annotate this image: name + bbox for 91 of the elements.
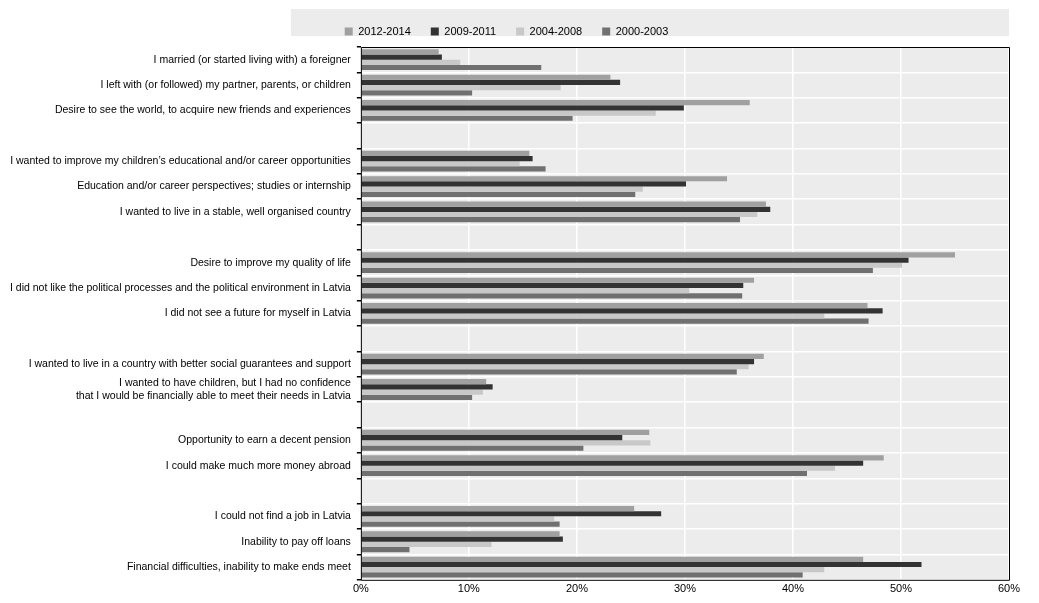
y-tick-label: I did not see a future for myself in Latvia bbox=[164, 306, 352, 319]
bar bbox=[361, 379, 487, 385]
bar bbox=[361, 531, 560, 537]
bar bbox=[361, 389, 483, 395]
bar bbox=[361, 211, 758, 218]
bar bbox=[361, 435, 623, 441]
bar bbox=[361, 561, 922, 568]
bar bbox=[361, 429, 650, 436]
y-tick-label: Desire to see the world, to acquire new friends and experiences bbox=[54, 103, 351, 116]
y-tick-label: I could not find a job in Latvia bbox=[214, 509, 352, 522]
bar bbox=[361, 176, 728, 182]
y-tick-label: I married (or started living with) a foreigner bbox=[153, 52, 352, 65]
bar bbox=[361, 79, 621, 86]
bar bbox=[361, 308, 883, 314]
bar bbox=[361, 313, 825, 319]
bar bbox=[361, 161, 520, 167]
bar bbox=[361, 64, 542, 71]
bar bbox=[361, 293, 743, 299]
bar bbox=[361, 115, 573, 121]
bar bbox=[361, 288, 690, 294]
bar bbox=[361, 201, 766, 207]
bar bbox=[361, 516, 555, 522]
y-tick-label: Desire to improve my quality of life bbox=[190, 255, 352, 268]
bar bbox=[361, 206, 771, 212]
legend-label: 2012-2014 bbox=[358, 24, 411, 37]
bar bbox=[361, 110, 656, 116]
bar bbox=[361, 556, 864, 562]
bar bbox=[361, 59, 461, 65]
y-tick-label: I did not like the political processes and the political environment in Latvia bbox=[9, 280, 352, 293]
bar bbox=[361, 267, 873, 274]
bar bbox=[361, 262, 903, 268]
bar bbox=[361, 353, 764, 359]
x-tick-label: 10% bbox=[457, 582, 481, 595]
y-tick-label: I wanted to have children, but I had no confidence that I would be financially able to meet their needs in Latvia bbox=[75, 376, 352, 401]
bar bbox=[361, 74, 611, 80]
y-tick-label: Education and/or career perspectives; studies or internship bbox=[77, 179, 352, 192]
bar bbox=[361, 521, 560, 527]
bar bbox=[361, 567, 825, 573]
legend-label: 2004-2008 bbox=[529, 24, 583, 37]
x-tick-label: 40% bbox=[781, 582, 805, 595]
bar bbox=[361, 150, 530, 156]
bar bbox=[361, 252, 955, 258]
bar bbox=[361, 85, 561, 91]
bar bbox=[361, 572, 803, 578]
bar bbox=[361, 541, 492, 547]
y-tick-label: I wanted to improve my children’s educational and/or career opportunities bbox=[10, 154, 351, 167]
bar bbox=[361, 536, 563, 542]
legend-label: 2000-2003 bbox=[615, 24, 669, 37]
bar bbox=[361, 181, 687, 187]
bar bbox=[361, 364, 749, 370]
bar bbox=[361, 90, 473, 96]
y-tick-label: I left with (or followed) my partner, parents, or children bbox=[100, 77, 352, 90]
bar bbox=[361, 369, 737, 375]
y-tick-label: I could make much more money abroad bbox=[165, 458, 352, 471]
bar bbox=[361, 186, 643, 192]
bar bbox=[361, 465, 836, 471]
bar bbox=[361, 191, 636, 197]
bar bbox=[361, 546, 410, 553]
bar bbox=[361, 511, 662, 517]
bar bbox=[361, 155, 533, 162]
bar bbox=[361, 318, 869, 324]
bar bbox=[361, 257, 909, 263]
bar bbox=[361, 358, 755, 365]
bar bbox=[361, 445, 584, 451]
bar bbox=[361, 100, 750, 106]
x-tick-label: 20% bbox=[565, 582, 589, 595]
x-tick-label: 0% bbox=[352, 582, 370, 595]
y-tick-label: I wanted to live in a country with better social guarantees and support bbox=[28, 357, 351, 370]
bar bbox=[361, 440, 651, 446]
x-tick-label: 50% bbox=[889, 582, 913, 595]
x-tick-label: 60% bbox=[997, 582, 1021, 595]
y-tick-label: Opportunity to earn a decent pension bbox=[178, 433, 352, 446]
bar bbox=[361, 277, 755, 283]
bar bbox=[361, 394, 473, 400]
x-tick-label: 30% bbox=[673, 582, 697, 595]
bar bbox=[361, 455, 884, 461]
bar bbox=[361, 166, 546, 172]
bar bbox=[361, 470, 807, 477]
bar bbox=[361, 49, 439, 55]
bar bbox=[361, 505, 635, 512]
bar bbox=[361, 460, 864, 466]
y-tick-label: Financial difficulties, inability to make ends meet bbox=[126, 560, 351, 572]
bar bbox=[361, 303, 868, 309]
bar bbox=[361, 54, 442, 60]
y-tick-label: I wanted to live in a stable, well organised country bbox=[119, 204, 352, 217]
bar bbox=[361, 105, 684, 111]
legend-label: 2009-2011 bbox=[444, 24, 497, 37]
bar bbox=[361, 217, 741, 223]
bar bbox=[361, 384, 493, 390]
bar bbox=[361, 282, 744, 289]
y-tick-label: Inability to pay off loans bbox=[241, 534, 351, 547]
